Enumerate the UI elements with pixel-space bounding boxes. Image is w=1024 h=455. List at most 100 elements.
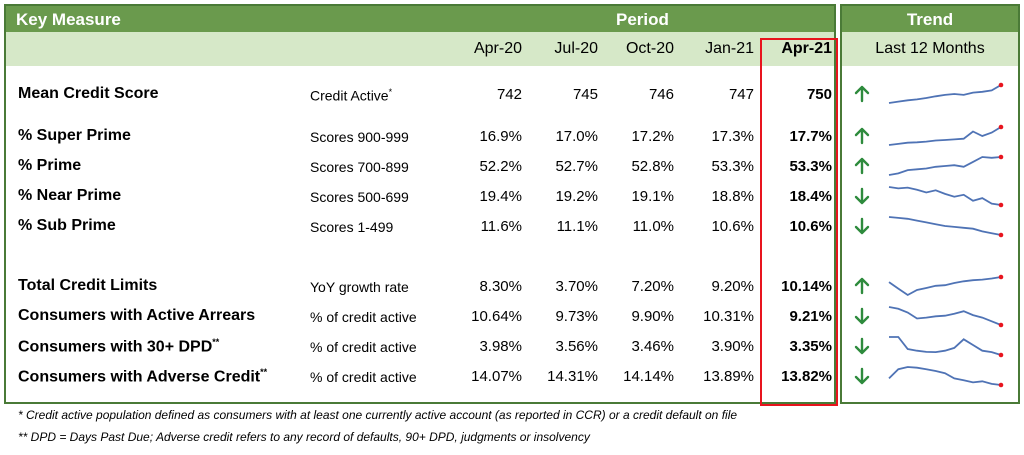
sparkline-end-marker [998,124,1004,130]
current-value-cell: 53.3% [789,158,832,175]
value-cell: 13.89% [703,368,754,385]
trend-sparkline [888,186,1004,208]
value-cell: 14.14% [623,368,674,385]
column-header-current: Apr-21 [781,40,832,57]
value-cell: 9.73% [555,308,598,325]
trend-sparkline [888,154,1004,176]
metric-label: Mean Credit Score [18,85,158,103]
trend-down-arrow-icon [854,337,870,355]
value-cell: 7.20% [631,278,674,295]
metric-sublabel: % of credit active [310,309,417,325]
value-cell: 742 [496,86,522,103]
trend-sparkline [888,124,1004,146]
metric-label-text: Consumers with Adverse Credit [18,368,261,386]
metric-sublabel: Scores 500-699 [310,189,409,205]
value-cell: 52.2% [479,158,522,175]
metric-sublabel: % of credit active [310,339,417,355]
footnote-dpd: ** DPD = Days Past Due; Adverse credit r… [18,430,590,444]
metric-sublabel-text: % of credit active [310,309,417,325]
metric-sublabel: Scores 900-999 [310,129,409,145]
metric-sublabel: YoY growth rate [310,279,409,295]
footnote-credit-active: * Credit active population defined as co… [18,408,738,422]
value-cell: 3.46% [631,338,674,355]
key-measures-panel: Key Measure Period Apr-20 Jul-20 Oct-20 … [4,4,838,406]
value-cell: 17.0% [555,128,598,145]
metric-sublabel-text: YoY growth rate [310,279,409,295]
trend-down-arrow-icon [854,307,870,325]
metric-label: % Sub Prime [18,217,116,235]
trend-sparkline [889,336,1004,358]
metric-label: Consumers with 30+ DPD** [18,337,219,356]
value-cell: 19.1% [631,188,674,205]
trend-sparkline [888,82,1004,104]
value-cell: 17.3% [711,128,754,145]
metric-label-text: % Super Prime [18,127,131,144]
trend-sparkline [888,306,1004,328]
trend-sparkline [888,216,1004,238]
sparkline-end-marker [998,232,1004,238]
trend-down-arrow-icon [854,217,870,235]
metric-sublabel-text: % of credit active [310,339,417,355]
value-cell: 9.20% [711,278,754,295]
column-header-bar: Apr-20 Jul-20 Oct-20 Jan-21 Apr-21 [6,32,834,66]
last-12-months-label: Last 12 Months [875,40,985,57]
metric-sublabel: Scores 700-899 [310,159,409,175]
trend-sparkline [888,274,1004,297]
value-cell: 3.70% [555,278,598,295]
metric-label: Consumers with Active Arrears [18,307,255,325]
metric-label: % Near Prime [18,187,121,205]
value-cell: 52.7% [555,158,598,175]
metric-sublabel: % of credit active [310,369,417,385]
current-value-cell: 10.6% [789,218,832,235]
metric-label: % Super Prime [18,127,131,145]
metric-sublabel-text: % of credit active [310,369,417,385]
trend-up-arrow-icon [854,85,870,103]
sublabel-footnote-marker: * [388,87,393,97]
metric-label: Total Credit Limits [18,277,157,295]
value-cell: 746 [648,86,674,103]
sparkline-path [888,216,1002,236]
metric-sublabel-text: Scores 500-699 [310,189,409,205]
sparkline-path [888,306,1002,326]
value-cell: 11.1% [556,218,598,235]
current-value-cell: 10.14% [781,278,832,295]
sparkline-path [888,126,1002,146]
column-header: Jul-20 [554,40,598,57]
metric-label-text: Consumers with 30+ DPD [18,338,213,356]
value-cell: 14.07% [471,368,522,385]
metric-sublabel: Scores 1-499 [310,219,393,235]
sparkline-end-marker [998,382,1004,388]
metric-sublabel-text: Scores 900-999 [310,129,409,145]
sparkline-path [888,156,1002,176]
metric-label-text: Consumers with Active Arrears [18,307,256,324]
sparkline-path [888,366,1002,386]
value-cell: 10.31% [703,308,754,325]
sparkline-path [888,186,1002,206]
sparkline-end-marker [998,274,1004,280]
value-cell: 14.31% [547,368,598,385]
metric-sublabel-text: Scores 1-499 [310,219,394,235]
column-header: Jan-21 [705,40,754,57]
current-value-cell: 9.21% [789,308,832,325]
value-cell: 19.2% [555,188,598,205]
sparkline-end-marker [998,82,1004,88]
current-value-cell: 13.82% [781,368,832,385]
metric-label-text: % Prime [18,157,82,174]
key-measure-heading: Key Measure [16,10,121,29]
value-cell: 10.64% [471,308,522,325]
trend-up-arrow-icon [854,127,870,145]
column-header: Oct-20 [625,40,674,57]
trend-up-arrow-icon [854,157,870,175]
metric-label-text: Total Credit Limits [18,277,158,294]
sparkline-path [888,84,1002,104]
trend-subheader: Last 12 Months [842,32,1018,66]
current-value-cell: 3.35% [789,338,832,355]
metric-sublabel-text: Credit Active [310,87,389,104]
value-cell: 53.3% [711,158,754,175]
value-cell: 10.6% [711,218,754,235]
sparkline-end-marker [998,352,1004,358]
current-value-cell: 17.7% [789,128,832,145]
sparkline-path [888,276,1002,297]
value-cell: 19.4% [479,188,522,205]
metric-sublabel-text: Scores 700-899 [310,159,409,175]
